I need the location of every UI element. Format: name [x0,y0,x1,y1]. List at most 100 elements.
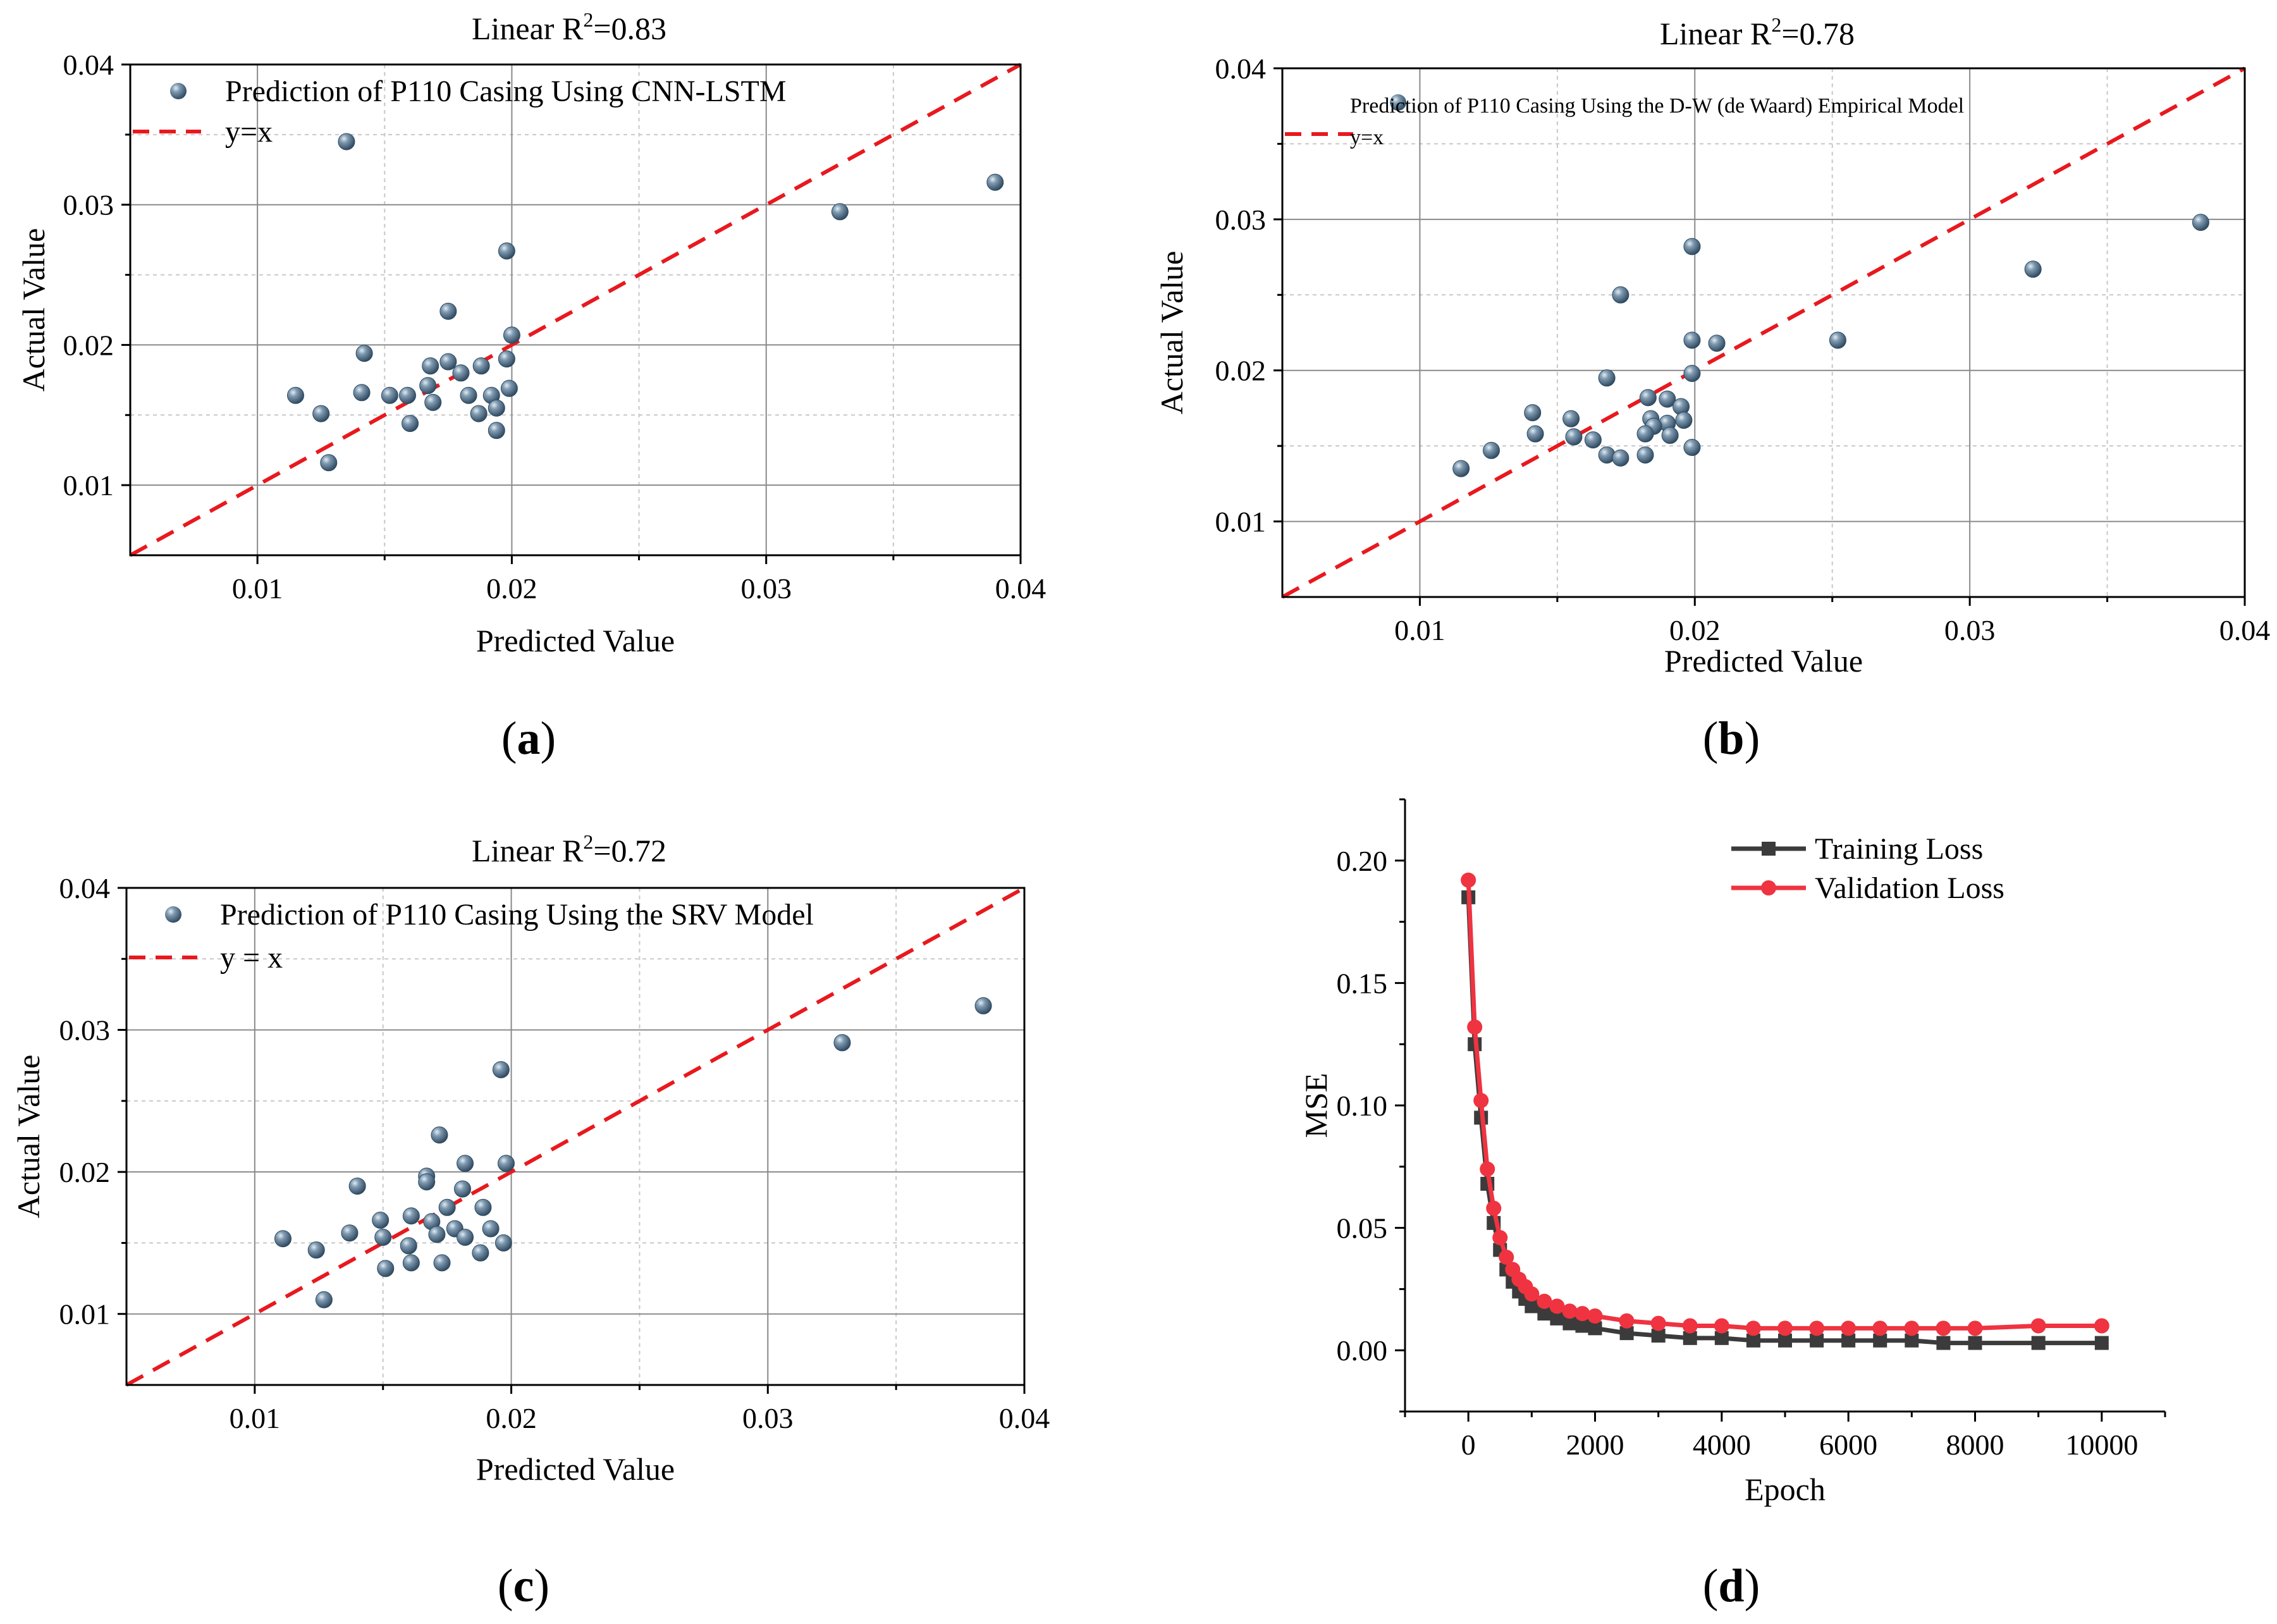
panel-label-open: ( [501,713,517,765]
data-point [1683,364,1701,382]
plot-frame [1281,67,2246,598]
y-tick-label: 0.01 [1215,506,1267,538]
validation-loss-marker [1492,1230,1508,1246]
training-loss-marker [1746,1333,1760,1348]
panel-label-close: ) [1745,1560,1760,1612]
y-tick-label: 0.03 [59,1014,111,1047]
data-point [457,1155,474,1172]
validation-loss-marker [1587,1308,1603,1324]
validation-loss-marker [1745,1320,1761,1336]
legend-label-validation: Validation Loss [1815,871,2004,905]
validation-loss-marker [1549,1298,1565,1314]
data-point [457,1228,474,1246]
y-tick-label: 0.15 [1337,967,1388,999]
legend-marker-validation [1761,880,1776,895]
y-tick-label: 0.10 [1337,1090,1388,1122]
legend-marker-points [165,906,181,923]
data-point [402,415,419,433]
data-point [492,1061,510,1078]
data-point [312,405,330,422]
x-axis-title: Predicted Value [476,623,675,658]
x-tick-label: 0.04 [999,1402,1050,1434]
data-point [438,1198,456,1216]
x-tick-label: 10000 [2065,1429,2138,1461]
data-point [494,1234,512,1252]
data-point [2192,214,2209,231]
series-line-validation [1466,880,2102,1331]
data-point [498,350,515,368]
y-tick-label: 0.03 [63,189,114,221]
chart-title-value: =0.72 [593,833,666,868]
data-point [348,1178,366,1195]
data-point [419,377,437,395]
legend-label-points: Prediction of P110 Casing Using the SRV … [220,898,814,932]
training-loss-marker [2031,1336,2046,1350]
data-point [833,1034,851,1052]
validation-loss-marker [1904,1320,1920,1336]
training-loss-marker [1619,1326,1634,1341]
validation-loss-marker [1714,1318,1729,1334]
panel-label-open: ( [498,1560,513,1612]
chart-panel-d: 0 2000 4000 6000 8000 10000 0.00 0.05 0.10 0.15 0.… [1298,798,2166,1612]
data-point [1636,446,1654,464]
data-point [439,302,457,320]
y-axis-title: Actual Value [16,228,51,392]
data-point [341,1224,359,1242]
x-tick-label: 0.02 [1669,614,1721,646]
data-point [433,1254,451,1272]
y-axis-title: Actual Value [11,1055,46,1219]
panel-label-letter: c [513,1560,534,1612]
data-point [418,1173,436,1191]
validation-loss-marker [1562,1303,1578,1319]
data-point [1482,441,1500,459]
training-loss-marker [1873,1333,1887,1348]
y-tick-label: 0.02 [1215,355,1267,387]
legend-marker-training [1762,842,1776,856]
data-point [374,1228,392,1246]
data-point [398,386,416,404]
y-tick-label: 0.03 [1215,204,1267,236]
data-point [381,386,398,404]
panel-label-letter: d [1718,1560,1744,1612]
data-point [320,454,338,472]
data-point [372,1211,390,1229]
panel-label-close: ) [534,1560,549,1612]
chart-title-superscript: 2 [1771,13,1781,36]
data-point [452,364,470,382]
data-point [474,1198,492,1216]
panel-label: (c) [498,1560,549,1612]
x-tick-label: 2000 [1566,1429,1624,1461]
data-point [274,1230,292,1248]
data-point [431,1126,448,1144]
data-point [488,422,505,440]
data-point [1565,428,1583,446]
chart-title-value: =0.78 [1781,16,1855,51]
x-tick-label: 0.03 [1944,614,1996,646]
reference-line-y-equals-x [129,63,1022,557]
training-loss-marker [1683,1331,1697,1345]
data-point [1683,238,1701,255]
validation-loss-marker [1480,1161,1495,1177]
training-loss-marker [1968,1336,1982,1350]
y-tick-label: 0.00 [1337,1334,1388,1367]
training-loss-marker [1714,1331,1729,1345]
data-point [1562,410,1580,428]
plot-frame [125,887,1026,1386]
x-tick-label: 6000 [1819,1429,1877,1461]
data-point [286,386,304,404]
validation-loss-marker [1486,1200,1502,1216]
training-loss-marker [1905,1333,1919,1348]
validation-loss-marker [1682,1318,1698,1334]
validation-loss-marker [1499,1250,1514,1265]
data-point [1683,439,1701,457]
y-tick-label: 0.01 [59,1298,111,1331]
x-tick-label: 8000 [1946,1429,2004,1461]
data-point [1636,425,1654,443]
training-loss-marker [1936,1336,1951,1350]
data-point [831,203,849,221]
chart-title-superscript: 2 [583,830,593,853]
reference-line-y-equals-x [1281,66,2246,599]
data-point [1612,286,1629,304]
data-point [1526,425,1544,443]
data-point [422,357,439,375]
